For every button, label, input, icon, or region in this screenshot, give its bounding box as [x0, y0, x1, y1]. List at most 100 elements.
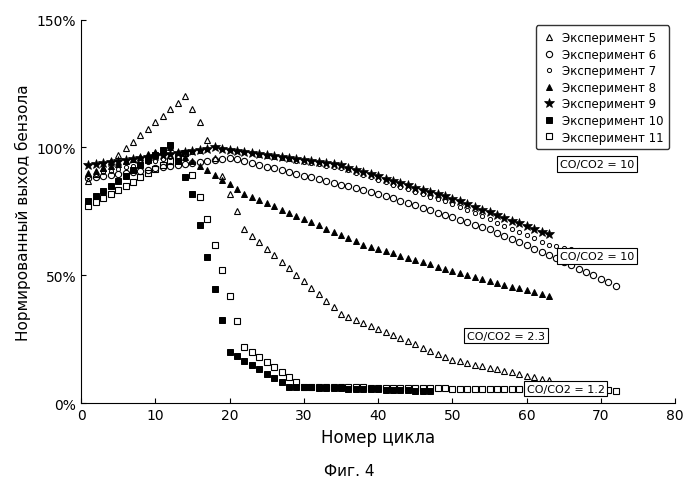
Эксперимент 10	[247, 362, 256, 368]
Эксперимент 10	[85, 199, 93, 204]
Эксперимент 8	[545, 293, 553, 299]
Эксперимент 8	[322, 227, 331, 232]
Эксперимент 10	[151, 153, 159, 159]
Эксперимент 9	[210, 145, 219, 151]
Эксперимент 10	[225, 349, 233, 355]
Line: Эксперимент 7: Эксперимент 7	[87, 146, 618, 260]
Эксперимент 9	[307, 159, 315, 165]
Эксперимент 5	[307, 285, 315, 291]
Line: Эксперимент 8: Эксперимент 8	[85, 144, 552, 300]
Эксперимент 8	[411, 258, 419, 264]
Эксперимент 10	[92, 194, 100, 200]
Эксперимент 6	[426, 208, 434, 214]
Эксперимент 9	[233, 148, 241, 154]
Эксперимент 7	[210, 145, 219, 151]
Эксперимент 11	[159, 163, 167, 168]
Эксперимент 7	[448, 202, 456, 207]
Эксперимент 9	[218, 146, 226, 152]
Эксперимент 6	[210, 157, 219, 163]
Эксперимент 11	[448, 386, 456, 392]
Эксперимент 10	[278, 380, 286, 385]
Эксперимент 6	[448, 215, 456, 221]
Эксперимент 6	[612, 283, 620, 289]
Line: Эксперимент 10: Эксперимент 10	[85, 142, 433, 394]
Эксперимент 10	[240, 358, 249, 364]
Эксперимент 5	[545, 378, 553, 384]
Legend: Эксперимент 5, Эксперимент 6, Эксперимент 7, Эксперимент 8, Эксперимент 9, Экспе: Эксперимент 5, Эксперимент 6, Эксперимен…	[536, 26, 669, 150]
Эксперимент 6	[389, 196, 397, 202]
Эксперимент 6	[159, 165, 167, 171]
Эксперимент 6	[270, 166, 278, 172]
Эксперимент 6	[85, 176, 93, 181]
Эксперимент 10	[159, 148, 167, 154]
Эксперимент 9	[411, 185, 419, 191]
Эксперимент 11	[218, 268, 226, 274]
Эксперимент 7	[389, 182, 397, 188]
Эксперимент 10	[99, 189, 108, 194]
Эксперимент 9	[538, 229, 546, 235]
Text: CO/CO2 = 10: CO/CO2 = 10	[560, 160, 634, 170]
Эксперимент 8	[538, 291, 546, 297]
Эксперимент 5	[411, 342, 419, 348]
Эксперимент 10	[284, 384, 293, 390]
Эксперимент 8	[307, 220, 315, 226]
Эксперимент 10	[210, 286, 219, 292]
Line: Эксперимент 11: Эксперимент 11	[85, 150, 619, 394]
Эксперимент 7	[85, 173, 93, 179]
Эксперимент 11	[181, 150, 189, 156]
Эксперимент 10	[352, 386, 360, 392]
Y-axis label: Нормированный выход бензола: Нормированный выход бензола	[15, 84, 31, 340]
Эксперимент 10	[419, 388, 427, 394]
Text: CO/CO2 = 2.3: CO/CO2 = 2.3	[467, 331, 545, 341]
Эксперимент 10	[374, 387, 382, 393]
Эксперимент 7	[426, 194, 434, 200]
Эксперимент 10	[322, 385, 331, 391]
Эксперимент 10	[233, 354, 241, 360]
Эксперимент 10	[337, 385, 345, 391]
Эксперимент 7	[270, 155, 278, 161]
Line: Эксперимент 5: Эксперимент 5	[85, 94, 552, 384]
Эксперимент 8	[85, 171, 93, 177]
Эксперимент 9	[85, 163, 93, 169]
Эксперимент 8	[218, 178, 226, 183]
Эксперимент 10	[411, 388, 419, 394]
Line: Эксперимент 6: Эксперимент 6	[85, 155, 619, 289]
Эксперимент 10	[426, 388, 434, 394]
Эксперимент 5	[538, 376, 546, 382]
Эксперимент 11	[389, 385, 397, 391]
Эксперимент 10	[315, 385, 323, 391]
Эксперимент 11	[270, 364, 278, 370]
Эксперимент 10	[196, 223, 204, 228]
Line: Эксперимент 9: Эксперимент 9	[84, 144, 554, 240]
Эксперимент 10	[396, 387, 405, 393]
Эксперимент 10	[173, 159, 182, 165]
Эксперимент 10	[166, 143, 174, 148]
Эксперимент 10	[292, 384, 301, 390]
Text: Фиг. 4: Фиг. 4	[324, 463, 375, 478]
Эксперимент 9	[545, 232, 553, 238]
Эксперимент 10	[144, 158, 152, 164]
Эксперимент 10	[136, 163, 145, 169]
Эксперимент 10	[114, 179, 122, 184]
Эксперимент 10	[255, 367, 264, 372]
Эксперимент 10	[366, 386, 375, 392]
Эксперимент 7	[218, 146, 226, 152]
Эксперимент 10	[329, 385, 338, 391]
X-axis label: Номер цикла: Номер цикла	[321, 428, 435, 446]
Эксперимент 10	[270, 375, 278, 381]
Text: CO/CO2 = 10: CO/CO2 = 10	[560, 252, 634, 262]
Эксперимент 7	[159, 157, 167, 163]
Эксперимент 11	[612, 388, 620, 394]
Эксперимент 10	[188, 191, 196, 197]
Эксперимент 10	[129, 168, 137, 174]
Эксперимент 10	[344, 386, 352, 392]
Эксперимент 5	[233, 209, 241, 215]
Эксперимент 9	[322, 161, 331, 167]
Эксперимент 10	[359, 386, 368, 392]
Эксперимент 10	[307, 384, 315, 390]
Эксперимент 5	[218, 173, 226, 179]
Эксперимент 10	[181, 175, 189, 181]
Эксперимент 10	[218, 318, 226, 324]
Эксперимент 10	[382, 387, 390, 393]
Эксперимент 11	[426, 385, 434, 391]
